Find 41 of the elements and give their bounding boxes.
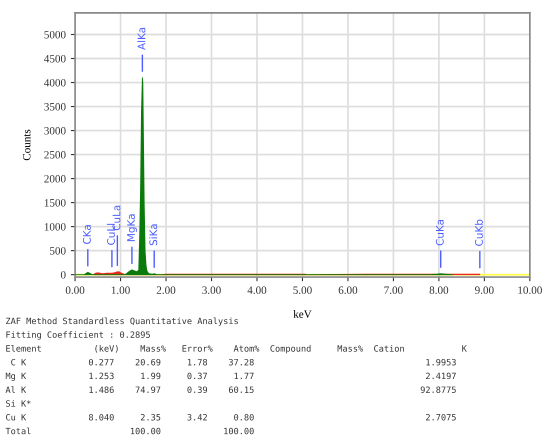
text: Mg K 1.253 1.99 0.37 1.77 2.4197: [6, 372, 456, 381]
x-tick-label: 4.00: [247, 286, 266, 294]
y-tick-label: 3500: [44, 103, 66, 111]
y-tick-label: 0: [60, 271, 66, 279]
annotation: CKa: [82, 225, 91, 244]
x-tick-label: 7.00: [384, 286, 403, 294]
annotation: AlKa: [137, 28, 146, 50]
text: Cu K 8.040 2.35 3.42 0.80 2.7075: [6, 414, 456, 421]
x-tick-label: 6.00: [338, 286, 358, 294]
y-axis-title: Counts: [22, 130, 30, 160]
annotation: CuKb: [474, 220, 483, 246]
y-tick-label: 5000: [44, 30, 66, 38]
y-tick-label: 2500: [44, 151, 66, 159]
text: ZAF Method Standardless Quantitative Analysis: [6, 317, 238, 326]
text: Element (keV) Mass% Error% Atom% Compound Mass% Cation K: [6, 344, 467, 354]
y-tick-label: 4500: [44, 54, 66, 62]
x-tick-label: 0.00: [66, 286, 84, 294]
annotation: SiKa: [149, 224, 158, 246]
text: Total 100.00 100.00: [6, 428, 254, 434]
text: C K 0.277 20.69 1.78 37.28 1.9953: [11, 358, 456, 366]
y-tick-label: 4000: [44, 78, 66, 86]
annotation: CuLl: [106, 224, 115, 245]
annotation: CuLa: [112, 206, 120, 230]
text: Si K*: [6, 400, 31, 407]
y-tick-label: 3000: [44, 127, 66, 135]
x-tick-label: 1.00: [112, 286, 130, 294]
x-tick-label: 8.00: [430, 286, 448, 294]
y-tick-label: 2000: [44, 175, 66, 183]
text: Al K 1.486 74.97 0.39 60.15 92.8775: [6, 386, 456, 393]
y-tick-label: 500: [50, 247, 66, 255]
x-tick-label: 5.00: [293, 286, 312, 294]
x-tick-label: 2.00: [156, 286, 176, 294]
x-tick-label: 9.00: [475, 286, 494, 294]
x-tick-label: 10.00: [518, 286, 542, 294]
x-tick-label: 3.00: [202, 286, 221, 294]
y-tick-label: 1500: [44, 199, 66, 207]
text: Fitting Coefficient : 0.2895: [6, 331, 150, 340]
annotation: MgKa: [127, 214, 137, 242]
annotation: CuKa: [436, 220, 444, 246]
x-axis-title: keV: [293, 310, 312, 318]
y-tick-label: 1000: [44, 223, 66, 231]
